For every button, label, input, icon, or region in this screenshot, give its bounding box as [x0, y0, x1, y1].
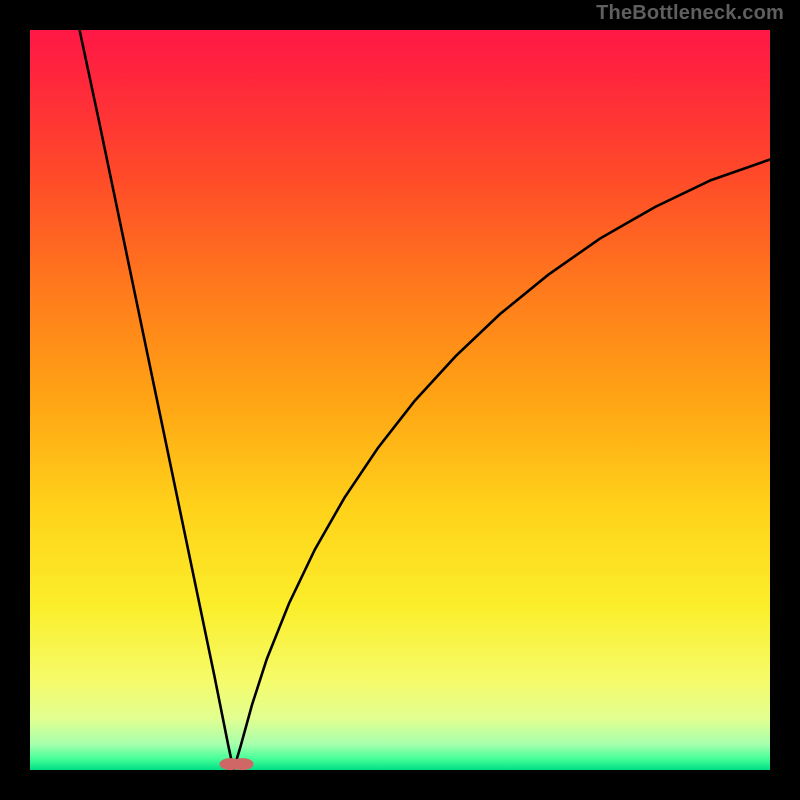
watermark-text: TheBottleneck.com [596, 2, 784, 25]
min-marker-2 [232, 758, 254, 770]
stage: TheBottleneck.com [0, 0, 800, 800]
bottleneck-chart [0, 0, 800, 800]
plot-background [30, 30, 770, 770]
